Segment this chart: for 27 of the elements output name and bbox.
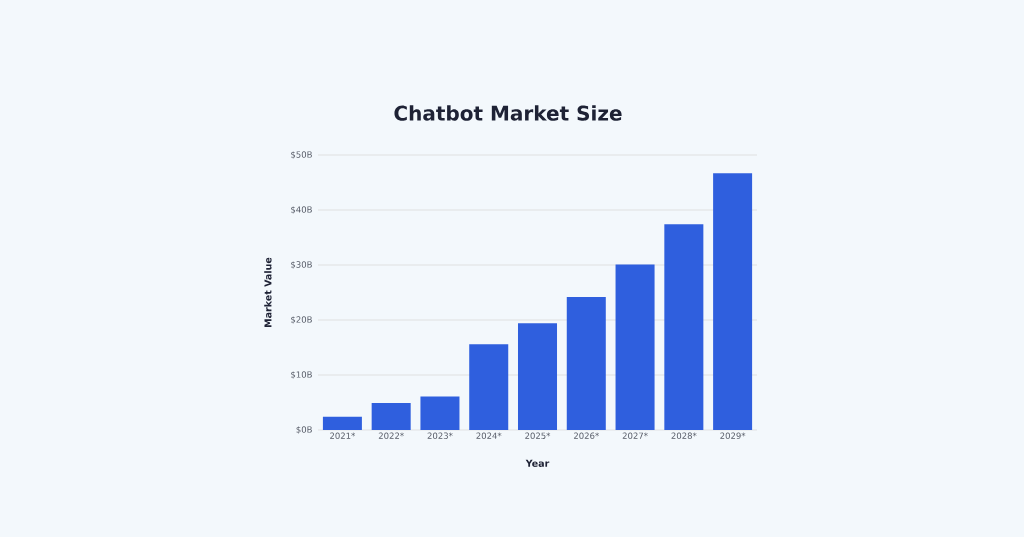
y-tick-label: $10B — [291, 371, 312, 379]
x-tick-label: 2021* — [330, 432, 356, 439]
bar — [420, 396, 460, 430]
x-tick-label: 2026* — [573, 432, 599, 439]
bar — [566, 296, 606, 430]
x-tick-label: 2023* — [427, 432, 453, 439]
bar — [322, 416, 362, 430]
bar — [469, 344, 509, 430]
bar — [615, 264, 655, 430]
x-tick-label: 2022* — [378, 432, 404, 439]
y-axis-title: Market Value — [264, 257, 272, 327]
y-tick-label: $50B — [291, 151, 312, 159]
bar — [713, 173, 753, 430]
bar — [664, 224, 704, 430]
x-tick-label: 2029* — [720, 432, 746, 439]
x-tick-label: 2027* — [622, 432, 648, 439]
bar — [371, 403, 411, 430]
x-tick-label: 2028* — [671, 432, 697, 439]
y-tick-label: $40B — [291, 206, 312, 214]
bar — [518, 323, 558, 430]
y-tick-label: $20B — [291, 316, 312, 324]
x-axis-title: Year — [525, 459, 550, 467]
y-tick-label: $0B — [296, 426, 312, 434]
chart-title: Chatbot Market Size — [394, 105, 622, 121]
x-tick-label: 2025* — [525, 432, 551, 439]
y-tick-label: $30B — [291, 261, 312, 269]
x-tick-label: 2024* — [476, 432, 502, 439]
